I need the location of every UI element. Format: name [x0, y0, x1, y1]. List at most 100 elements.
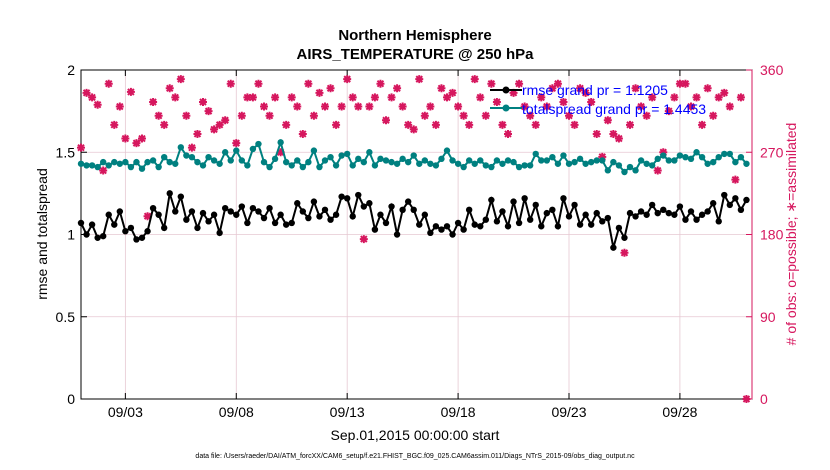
- totalspread-point: [510, 158, 517, 166]
- rmse-point: [654, 209, 661, 217]
- totalspread-point: [205, 153, 212, 161]
- rmse-point: [477, 223, 484, 230]
- totalspread-point: [416, 160, 423, 167]
- totalspread-point: [371, 162, 379, 169]
- totalspread-point: [255, 140, 262, 148]
- rmse-point: [105, 211, 112, 218]
- totalspread-point: [343, 150, 351, 158]
- obs-count-marker: [276, 148, 285, 157]
- obs-count-marker: [398, 102, 407, 111]
- obs-count-marker: [426, 102, 435, 111]
- totalspread-point: [538, 157, 545, 164]
- obs-count-marker: [559, 97, 568, 106]
- totalspread-point: [582, 160, 589, 167]
- y-tick-label: 1: [67, 227, 75, 243]
- totalspread-point: [399, 155, 406, 163]
- totalspread-point: [94, 163, 101, 171]
- totalspread-point: [421, 157, 429, 164]
- rmse-point: [704, 208, 711, 215]
- rmse-point: [587, 221, 595, 228]
- totalspread-point: [665, 157, 673, 164]
- obs-count-marker: [725, 102, 734, 111]
- totalspread-point: [404, 158, 412, 166]
- rmse-point: [404, 198, 412, 205]
- rmse-point: [410, 206, 417, 214]
- obs-count-marker: [193, 129, 202, 138]
- rmse-point: [88, 221, 96, 228]
- rmse-point: [660, 206, 667, 214]
- rmse-point: [726, 201, 734, 209]
- rmse-point: [521, 195, 528, 202]
- obs-count-marker: [382, 116, 390, 125]
- obs-count-marker: [359, 235, 368, 244]
- obs-count-marker: [110, 120, 119, 129]
- rmse-point: [621, 234, 628, 241]
- rmse-point: [343, 195, 351, 202]
- totalspread-point: [621, 168, 628, 176]
- obs-count-marker: [88, 93, 97, 102]
- legend-rmse-label: rmse grand pr = 1.1205: [522, 82, 668, 98]
- totalspread-point: [660, 152, 667, 159]
- obs-count-marker: [548, 84, 557, 93]
- totalspread-point: [482, 162, 490, 169]
- rmse-point: [732, 195, 739, 202]
- obs-count-marker: [415, 75, 424, 84]
- obs-count-marker: [248, 93, 257, 102]
- rmse-point: [510, 198, 517, 205]
- rmse-point: [482, 216, 490, 223]
- totalspread-point: [443, 147, 451, 154]
- rmse-point: [416, 221, 423, 228]
- rmse-point: [166, 190, 173, 197]
- obs-count-marker: [121, 134, 130, 143]
- totalspread-point: [587, 158, 595, 166]
- rmse-point: [526, 216, 534, 223]
- chart-title: Northern Hemisphere: [338, 27, 491, 44]
- obs-count-marker: [304, 79, 313, 88]
- totalspread-point: [721, 150, 728, 158]
- obs-count-marker: [149, 97, 158, 106]
- rmse-point: [371, 226, 379, 233]
- obs-count-marker: [298, 129, 307, 138]
- totalspread-point: [626, 163, 634, 171]
- totalspread-point: [488, 163, 495, 171]
- rmse-point: [233, 211, 240, 218]
- rmse-point: [210, 211, 218, 218]
- totalspread-point: [122, 158, 129, 166]
- totalspread-point: [166, 158, 173, 166]
- totalspread-point: [521, 162, 528, 169]
- rmse-line: [80, 192, 748, 248]
- totalspread-point: [632, 167, 639, 174]
- obs-count-marker: [526, 111, 535, 120]
- obs-count-marker: [481, 111, 490, 120]
- totalspread-point: [282, 158, 290, 166]
- rmse-point: [515, 219, 523, 227]
- obs-count-marker: [565, 111, 573, 120]
- totalspread-point: [427, 160, 434, 167]
- rmse-point: [288, 219, 295, 227]
- obs-count-marker: [254, 79, 263, 88]
- rmse-point: [83, 231, 90, 238]
- rmse-point: [682, 216, 689, 223]
- rmse-point: [643, 211, 650, 218]
- x-tick-label: 09/18: [441, 404, 476, 420]
- totalspread-point: [105, 162, 112, 169]
- rmse-point: [565, 213, 573, 220]
- obs-count-marker: [232, 139, 241, 148]
- rmse-point: [449, 231, 456, 238]
- obs-count-marker: [431, 120, 440, 129]
- rmse-point: [743, 196, 750, 204]
- rmse-point: [299, 208, 307, 215]
- obs-count-marker: [576, 84, 585, 93]
- obs-count-marker: [143, 212, 152, 221]
- totalspread-point: [172, 160, 179, 167]
- x-tick-label: 09/28: [662, 404, 697, 420]
- obs-count-marker: [637, 102, 646, 111]
- totalspread-point: [349, 162, 356, 169]
- totalspread-point: [615, 162, 623, 169]
- totalspread-point: [188, 153, 196, 161]
- rmse-point: [648, 201, 656, 209]
- totalspread-point: [593, 157, 600, 164]
- totalspread-point: [271, 155, 279, 163]
- rmse-point: [249, 204, 257, 212]
